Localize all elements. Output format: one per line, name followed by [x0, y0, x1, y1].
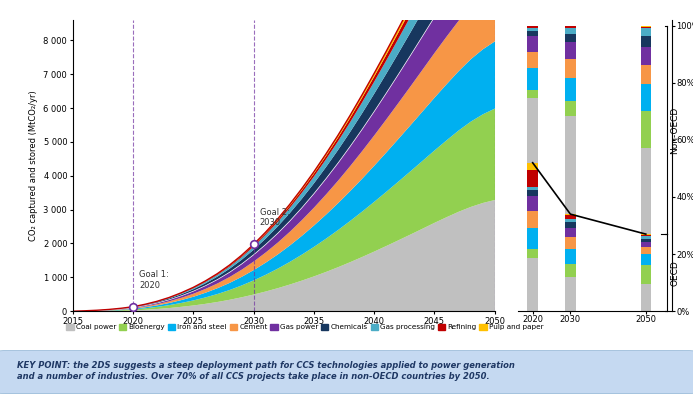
Text: Goal 1:
2020: Goal 1: 2020 — [139, 271, 169, 290]
Bar — [565, 34, 576, 42]
Bar — [527, 31, 538, 36]
Text: Goal 3: 2050: Goal 3: 2050 — [0, 398, 1, 399]
Bar — [527, 249, 538, 258]
Bar — [527, 68, 538, 90]
Bar — [565, 214, 576, 215]
Bar — [565, 78, 576, 101]
Bar — [527, 98, 538, 163]
Text: Non-OECD: Non-OECD — [670, 106, 679, 154]
Bar — [640, 242, 651, 247]
Bar — [640, 284, 651, 311]
Bar — [640, 65, 651, 85]
Text: KEY POINT: the 2DS suggests a steep deployment path for CCS technologies applied: KEY POINT: the 2DS suggests a steep depl… — [17, 361, 515, 381]
Y-axis label: CO₂ captured and stored (MtCO₂/yr): CO₂ captured and stored (MtCO₂/yr) — [29, 90, 38, 241]
Bar — [565, 26, 576, 28]
Bar — [565, 228, 576, 237]
Bar — [640, 234, 651, 235]
Text: OECD: OECD — [670, 260, 679, 286]
Bar — [565, 28, 576, 34]
FancyBboxPatch shape — [0, 350, 693, 394]
Bar — [527, 190, 538, 196]
Bar — [527, 170, 538, 187]
Bar — [640, 255, 651, 265]
Bar — [640, 236, 651, 239]
Bar — [565, 277, 576, 311]
Bar — [527, 36, 538, 52]
Bar — [565, 237, 576, 249]
Bar — [565, 42, 576, 59]
Bar — [527, 187, 538, 190]
Bar — [640, 148, 651, 234]
Bar — [640, 28, 651, 36]
Bar — [565, 222, 576, 228]
Bar — [527, 90, 538, 98]
Bar — [565, 59, 576, 78]
Bar — [527, 52, 538, 68]
Bar — [527, 28, 538, 31]
Bar — [527, 228, 538, 249]
Text: Goal 2:
2030: Goal 2: 2030 — [260, 208, 289, 227]
Bar — [640, 26, 651, 28]
Bar — [640, 47, 651, 65]
Bar — [640, 36, 651, 47]
Bar — [565, 101, 576, 116]
Bar — [640, 85, 651, 111]
Bar — [640, 239, 651, 242]
Bar — [565, 219, 576, 222]
Bar — [527, 163, 538, 170]
Bar — [640, 247, 651, 255]
Bar — [527, 258, 538, 311]
Bar — [565, 215, 576, 219]
Bar — [565, 249, 576, 264]
Bar — [565, 116, 576, 214]
Bar — [640, 235, 651, 236]
Bar — [527, 26, 538, 28]
Bar — [527, 196, 538, 211]
Bar — [640, 111, 651, 148]
Bar — [527, 211, 538, 228]
Bar — [640, 265, 651, 284]
Bar — [565, 264, 576, 277]
Legend: Coal power, Bioenergy, Iron and steel, Cement, Gas power, Chemicals, Gas process: Coal power, Bioenergy, Iron and steel, C… — [64, 321, 546, 333]
